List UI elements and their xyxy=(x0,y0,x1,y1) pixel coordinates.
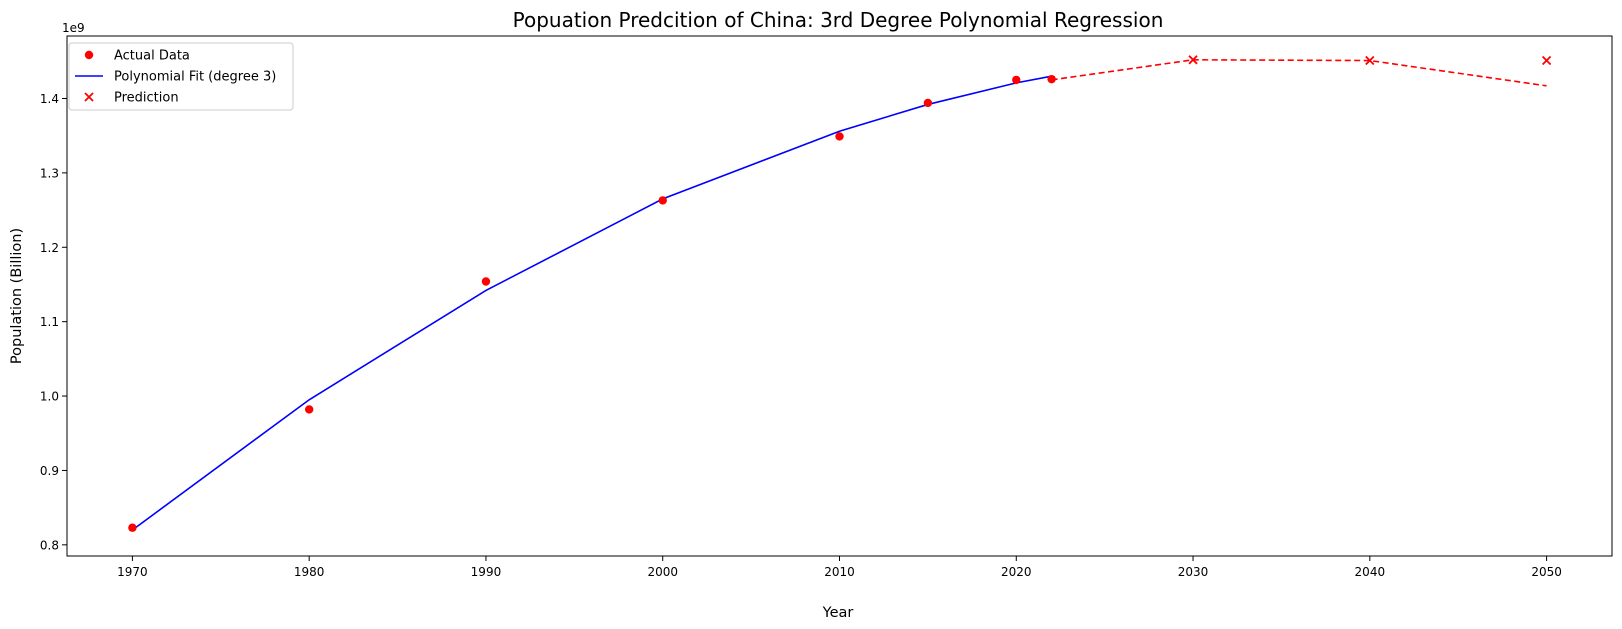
x-tick-label: 1980 xyxy=(294,565,325,579)
actual-data-point xyxy=(128,523,137,532)
actual-data-point xyxy=(1047,74,1056,84)
plot-area: 1970 1980 1990 2000 2010 2020 2030 2040 2050 0.8 0… xyxy=(40,35,1613,579)
prediction-trend-line xyxy=(1051,59,1547,87)
actual-data-point xyxy=(658,196,667,205)
prediction-point xyxy=(1365,55,1375,66)
x-axis-label: Year xyxy=(822,605,854,621)
actual-data-point xyxy=(835,132,844,141)
y-tick-label: 1.1 xyxy=(40,315,59,329)
x-tick-label: 2050 xyxy=(1531,565,1562,579)
actual-data-point xyxy=(481,277,491,286)
prediction-point xyxy=(1541,55,1552,66)
y-tick-label: 0.8 xyxy=(40,538,59,552)
x-tick-label: 2010 xyxy=(824,565,855,579)
legend-x-marker xyxy=(84,92,94,102)
polynomial-fit-line xyxy=(131,75,1052,531)
legend: Actual Data Polynomial Fit (degree 3) Pred… xyxy=(68,42,294,111)
prediction-point xyxy=(1188,55,1198,65)
y-axis-offset-label: 1e9 xyxy=(62,21,85,35)
actual-data-point xyxy=(304,405,314,414)
legend-label: Polynomial Fit (degree 3) xyxy=(114,70,276,85)
actual-data-point xyxy=(1012,75,1021,85)
x-tick-label: 1990 xyxy=(471,565,502,579)
y-tick-label: 1.0 xyxy=(40,390,59,404)
y-axis-label: Population (Billion) xyxy=(9,228,25,364)
actual-data-point xyxy=(923,98,933,108)
x-tick-label: 2020 xyxy=(1001,565,1032,579)
y-tick-label: 0.9 xyxy=(40,464,59,478)
y-tick-label: 1.2 xyxy=(40,241,59,255)
x-tick-label: 2000 xyxy=(647,565,678,579)
x-tick-label: 1970 xyxy=(117,565,148,579)
legend-label: Prediction xyxy=(114,91,179,106)
axes-frame xyxy=(66,35,1613,557)
legend-label: Actual Data xyxy=(114,49,190,64)
x-tick-label: 2040 xyxy=(1355,565,1386,579)
y-tick-label: 1.4 xyxy=(40,92,59,106)
legend-circle-marker xyxy=(84,50,94,60)
legend-box xyxy=(68,42,294,111)
y-tick-label: 1.3 xyxy=(40,166,59,180)
x-tick-label: 2030 xyxy=(1178,565,1209,579)
chart-title: Popuation Predcition of China: 3rd Degre… xyxy=(513,8,1164,32)
